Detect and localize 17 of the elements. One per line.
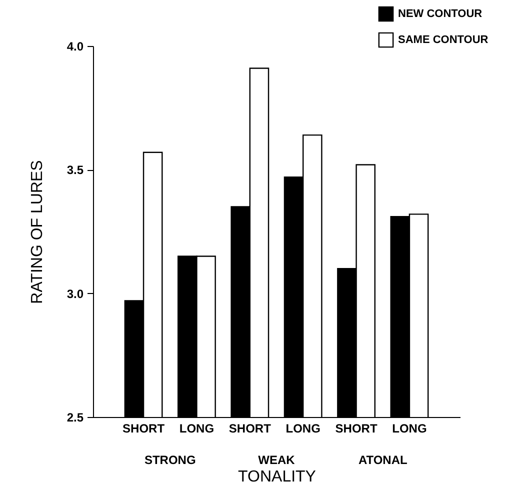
legend-label: NEW CONTOUR — [398, 8, 482, 20]
x-tick-label: SHORT — [335, 422, 378, 436]
x-tick-label: LONG — [179, 422, 214, 436]
y-tick-label: 2.5 — [66, 410, 84, 424]
x-tick-label: SHORT — [122, 422, 166, 436]
y-tick-label: 3.0 — [66, 286, 84, 301]
y-tick-label: 4.0 — [66, 40, 84, 54]
y-tick-label: 3.5 — [66, 163, 84, 178]
text: STRONG — [144, 453, 196, 467]
text: WEAK — [258, 453, 296, 467]
x-tick-label: LONG — [392, 422, 427, 436]
legend-label: SAME CONTOUR — [398, 34, 488, 46]
x-tick-label: SHORT — [228, 422, 272, 436]
text: ATONAL — [358, 453, 408, 467]
y-axis-title: RATING OF LURES — [28, 160, 46, 304]
x-tick-label: LONG — [286, 422, 320, 436]
x-axis-title: TONALITY — [238, 468, 316, 486]
